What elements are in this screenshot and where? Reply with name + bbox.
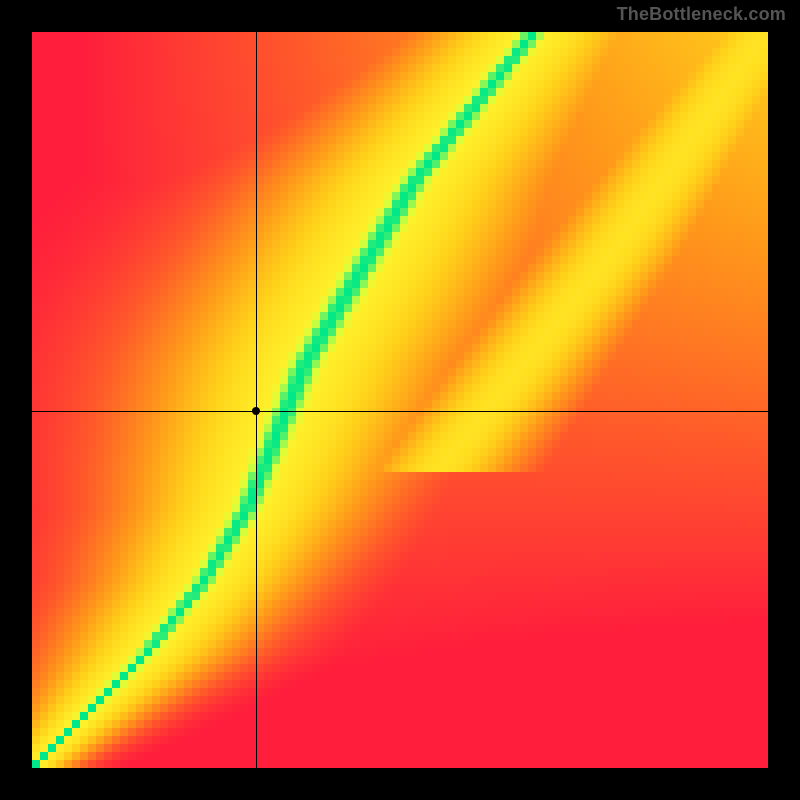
crosshair-marker — [252, 407, 260, 415]
crosshair-vertical — [256, 32, 257, 768]
plot-area — [32, 32, 768, 768]
heatmap-canvas — [32, 32, 768, 768]
crosshair-horizontal — [32, 411, 768, 412]
watermark-text: TheBottleneck.com — [617, 4, 786, 25]
chart-container: TheBottleneck.com — [0, 0, 800, 800]
